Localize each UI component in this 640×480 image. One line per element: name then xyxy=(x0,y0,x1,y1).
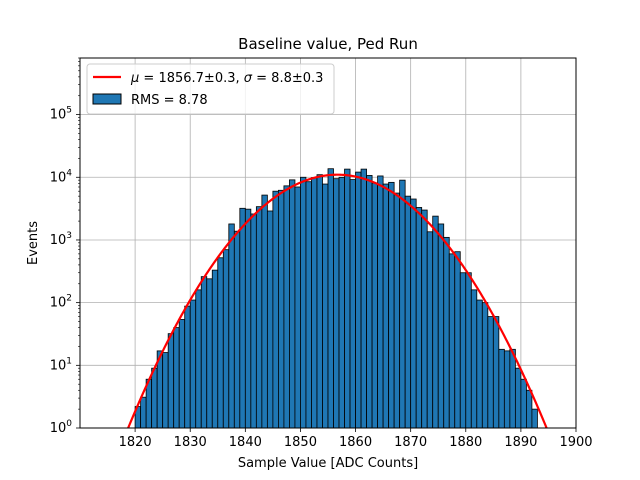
y-tick-label: 101 xyxy=(50,356,72,373)
histogram-bar xyxy=(498,348,505,429)
gaussian-fit xyxy=(127,173,548,429)
histogram-bar xyxy=(173,327,180,429)
x-tick-label: 1850 xyxy=(284,435,317,450)
legend-box xyxy=(86,63,335,115)
histogram-bar xyxy=(415,207,423,429)
x-tick-label: 1840 xyxy=(229,435,262,450)
histogram-bar xyxy=(526,389,533,429)
y-axis: 100 101 102 103 104 105 xyxy=(50,57,80,436)
y-tick-label: 105 xyxy=(50,106,72,123)
y-tick-label: 104 xyxy=(50,168,73,185)
histogram-bar xyxy=(432,215,439,429)
histogram-bars xyxy=(134,168,538,429)
histogram-bar xyxy=(393,192,401,429)
legend-fit-label: μ = 1856.7±0.3, σ = 8.8±0.3 xyxy=(130,71,323,86)
histogram-bar xyxy=(443,236,450,429)
y-axis-label: Events xyxy=(26,221,41,265)
histogram-bar xyxy=(349,179,356,429)
histogram-bar xyxy=(492,316,500,429)
histogram-bar xyxy=(487,316,494,429)
histogram-bar xyxy=(322,183,329,429)
histogram-bar xyxy=(531,408,538,429)
histogram-bar xyxy=(300,176,307,429)
x-tick-label: 1890 xyxy=(504,435,537,450)
histogram-bar xyxy=(399,179,406,429)
histogram-bar xyxy=(239,207,246,429)
histogram-bar xyxy=(200,276,208,429)
histogram-bar xyxy=(344,168,351,429)
histogram-bar xyxy=(509,348,516,429)
legend: μ = 1856.7±0.3, σ = 8.8±0.3 RMS = 8.78 xyxy=(86,63,335,115)
x-tick-label: 1900 xyxy=(559,435,592,450)
histogram-bar xyxy=(382,183,390,429)
histogram-bar xyxy=(388,181,395,429)
y-tick-label: 102 xyxy=(50,294,72,311)
y-tick-label: 100 xyxy=(50,419,73,436)
histogram-bar xyxy=(327,168,334,429)
histogram-bar xyxy=(283,185,290,429)
histogram-bar xyxy=(151,367,158,429)
legend-hist-swatch xyxy=(92,93,122,105)
histogram-bar xyxy=(305,181,312,429)
histogram-bar xyxy=(465,272,472,429)
histogram-bar xyxy=(481,302,489,429)
legend-hist-label: RMS = 8.78 xyxy=(131,93,208,108)
x-tick-label: 1860 xyxy=(339,435,372,450)
histogram-bar xyxy=(470,289,478,429)
histogram-bar xyxy=(266,210,274,429)
histogram-bar xyxy=(360,168,367,429)
histogram-bar xyxy=(250,213,257,429)
histogram-bar xyxy=(277,189,285,429)
histogram-bar xyxy=(410,198,417,429)
histogram-bar xyxy=(338,176,345,429)
histogram-bar xyxy=(189,299,197,429)
histogram-bar xyxy=(140,396,147,429)
histogram-bar xyxy=(222,249,230,429)
histogram-bar xyxy=(261,194,268,429)
chart-title: Baseline value, Ped Run xyxy=(238,35,418,53)
histogram-bar xyxy=(294,186,301,429)
x-tick-label: 1870 xyxy=(394,435,427,450)
histogram-bar xyxy=(289,179,296,429)
histogram-bar xyxy=(459,272,467,429)
histogram-bar xyxy=(195,289,202,429)
x-axis-label: Sample Value [ADC Counts] xyxy=(238,456,418,471)
fit-curve-line xyxy=(127,173,548,429)
histogram-bar xyxy=(377,175,384,429)
histogram-bar xyxy=(454,251,461,429)
x-axis: 1820 1830 1840 1850 1860 1870 1880 1890 1900 xyxy=(119,428,593,450)
histogram-bar xyxy=(448,253,456,429)
histogram-bar xyxy=(244,208,252,429)
y-tick-label: 103 xyxy=(50,231,72,248)
histogram-bar xyxy=(520,378,527,429)
histogram-bar xyxy=(206,278,213,429)
histogram-bar xyxy=(426,231,434,429)
histogram-bar xyxy=(162,352,169,429)
histogram-bar xyxy=(476,299,483,429)
histogram-bar xyxy=(211,269,219,429)
histogram-bar xyxy=(514,367,522,429)
histogram-bar xyxy=(311,177,318,429)
histogram-bar xyxy=(333,178,340,429)
histogram-bar xyxy=(217,257,224,429)
histogram-bar xyxy=(355,171,362,429)
x-tick-label: 1820 xyxy=(119,435,152,450)
histogram-bar xyxy=(371,182,379,429)
histogram-bar xyxy=(272,190,279,429)
x-tick-label: 1830 xyxy=(174,435,207,450)
histogram-bar xyxy=(167,333,175,429)
histogram-bar xyxy=(255,206,263,429)
histogram-bar xyxy=(178,319,186,429)
histogram-bar xyxy=(437,223,445,429)
histogram-bar xyxy=(503,350,511,429)
histogram-bar xyxy=(366,175,373,429)
histogram-bar xyxy=(184,305,191,429)
x-tick-label: 1880 xyxy=(449,435,482,450)
histogram-bar xyxy=(316,174,323,429)
histogram-bar xyxy=(233,230,241,429)
histogram-bar xyxy=(404,195,412,429)
histogram-bar xyxy=(421,209,428,429)
histogram-bar xyxy=(228,223,235,429)
